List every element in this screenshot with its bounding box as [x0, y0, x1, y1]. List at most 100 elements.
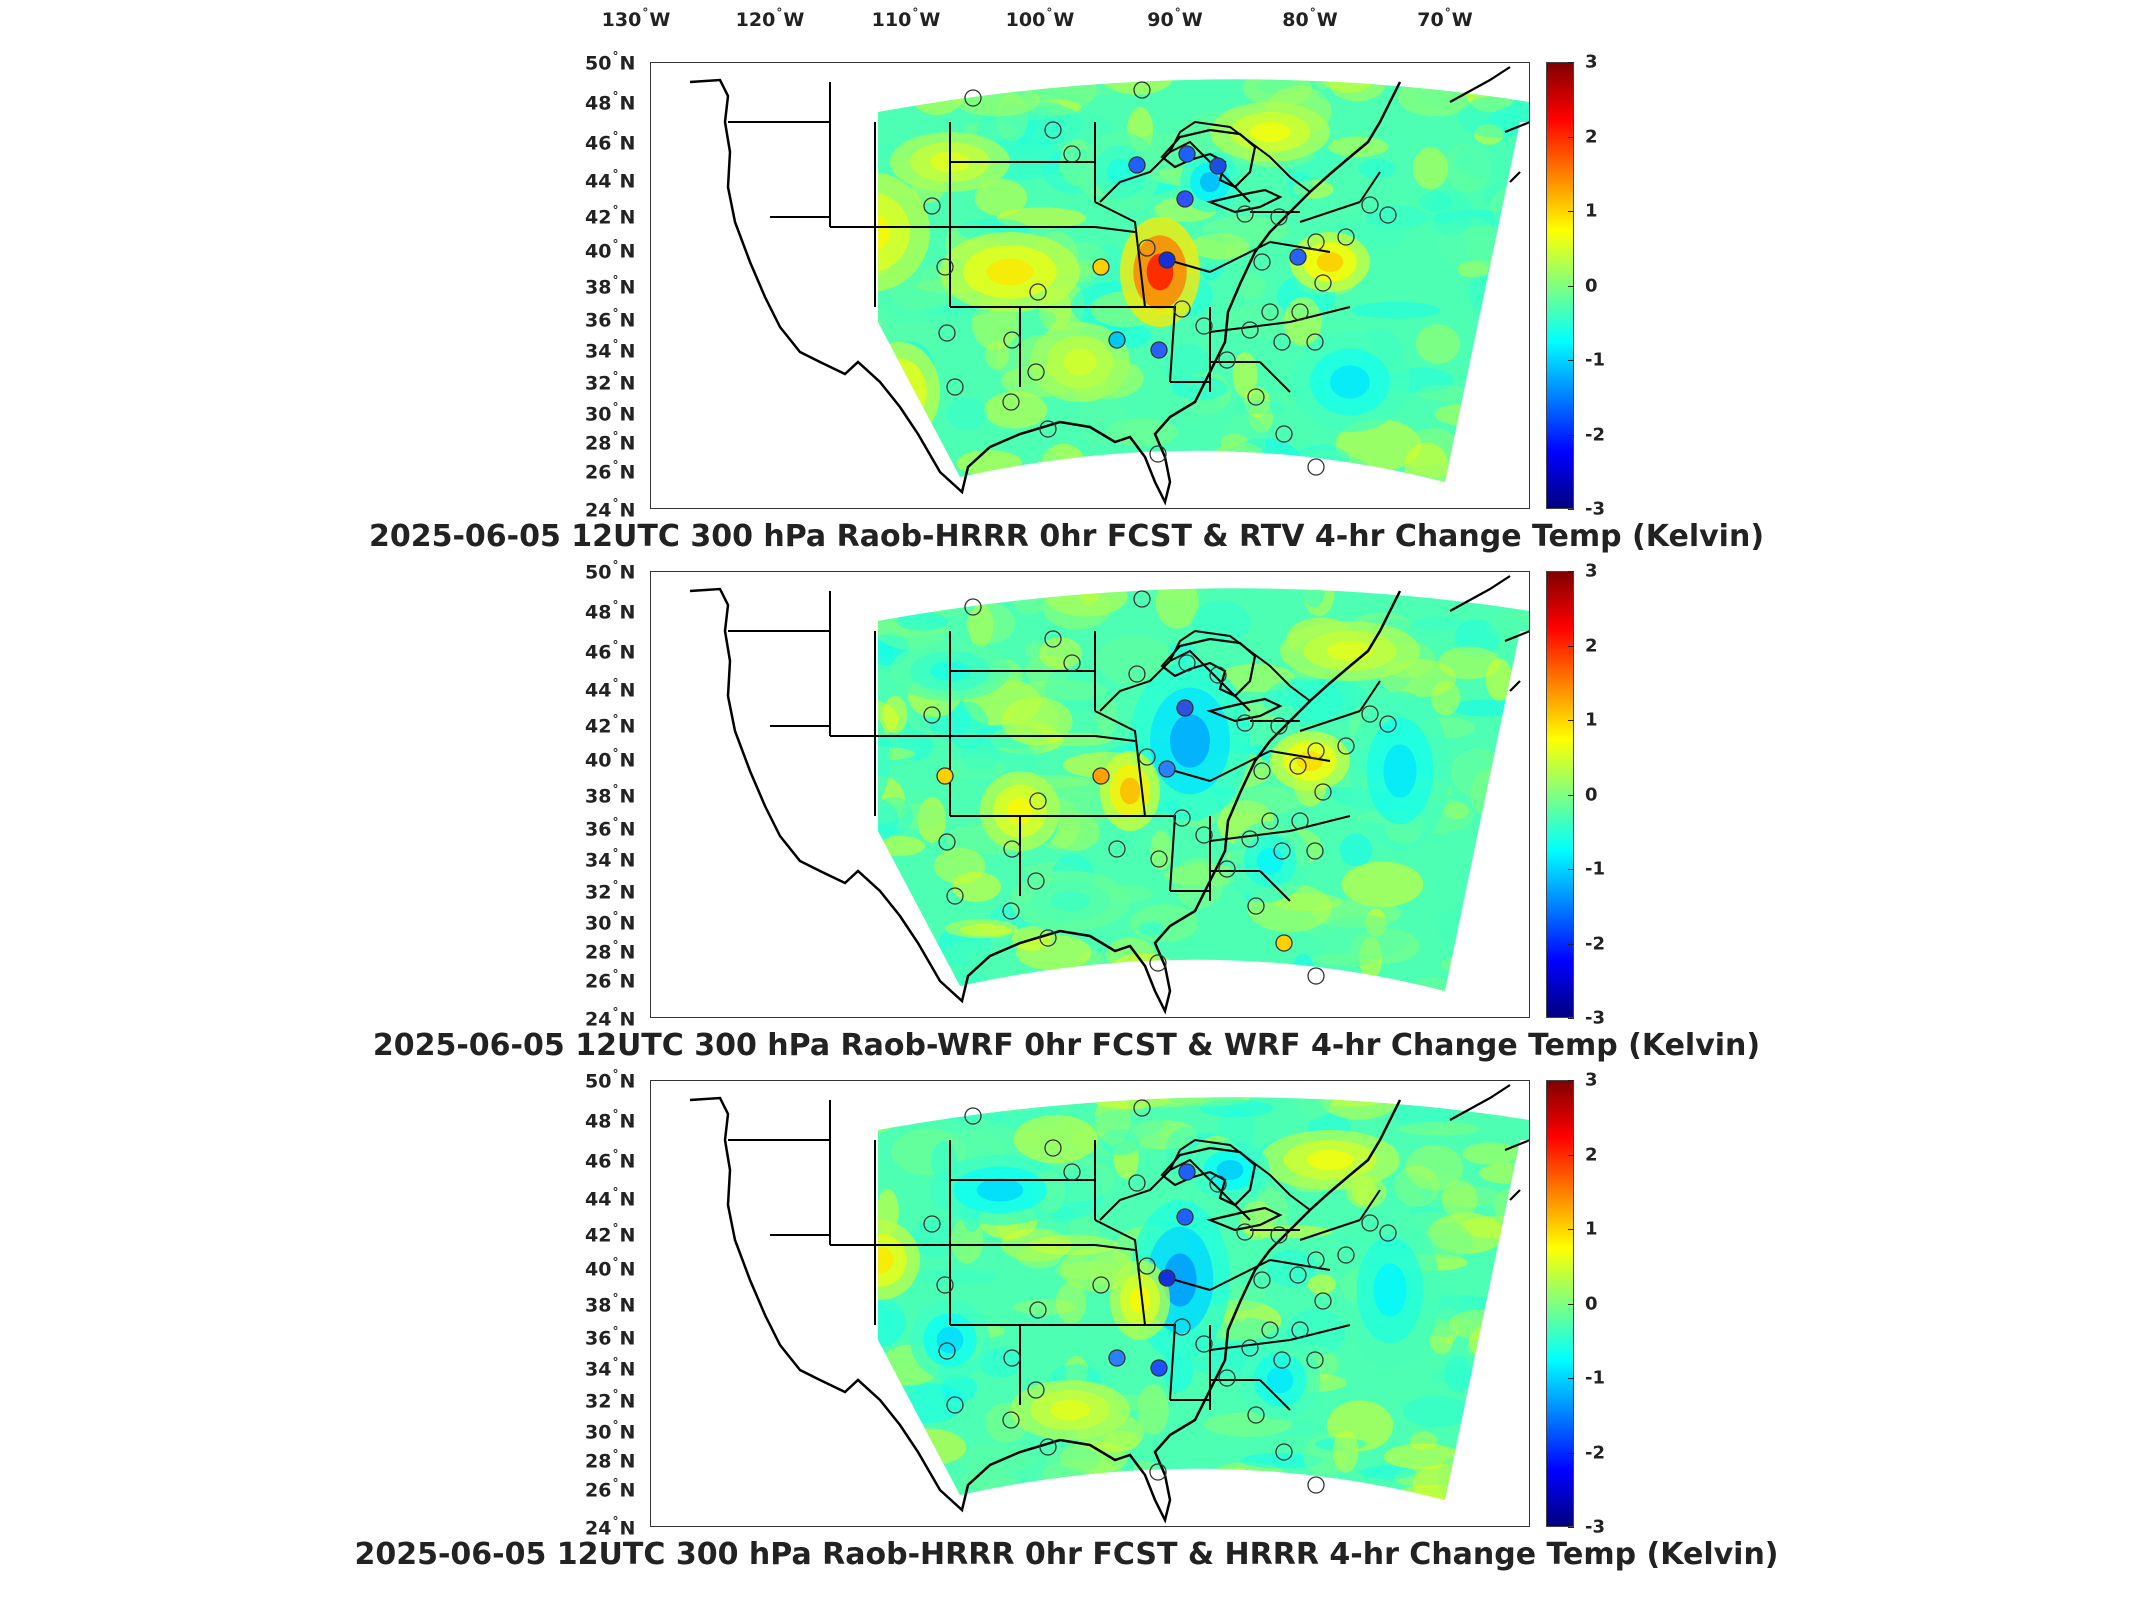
raob-station-marker [1236, 1223, 1254, 1241]
latitude-tick-label: 26°N [585, 458, 636, 484]
map-panel: 50°N 48°N 46°N 44°N 42°N 40°N 38°N 36°N 34°N 32°N… [0, 1068, 2133, 1590]
raob-station-marker [1092, 1276, 1110, 1294]
raob-station-marker [1063, 1163, 1081, 1181]
colorbar-tick-mark [1568, 509, 1574, 510]
colorbar-tick-label: -1 [1585, 1367, 1605, 1389]
raob-station-marker [1044, 630, 1062, 648]
raob-station-marker [1337, 1246, 1355, 1264]
raob-station-marker [1178, 145, 1196, 163]
raob-station-marker [1241, 830, 1259, 848]
longitude-axis-labels: 130°W 120°W 110°W 100°W 90°W 80°W 70°W [0, 6, 2133, 36]
longitude-tick-label: 70°W [1417, 6, 1473, 31]
colorbar-tick-mark [1568, 434, 1574, 436]
raob-station-marker [1289, 757, 1307, 775]
longitude-tick-label: 130°W [601, 6, 671, 31]
state-border [1259, 361, 1291, 393]
map-frame [650, 1080, 1530, 1527]
raob-station-marker [1029, 283, 1047, 301]
colorbar-tick-label: -3 [1585, 498, 1605, 520]
raob-station-marker [1108, 840, 1126, 858]
state-border [1269, 241, 1331, 253]
raob-station-marker [964, 1107, 982, 1125]
raob-station-marker [1176, 1208, 1194, 1226]
raob-station-marker [1273, 842, 1291, 860]
raob-station-marker [1261, 1321, 1279, 1339]
raob-station-marker [936, 258, 954, 276]
raob-station-marker [1270, 208, 1288, 226]
map-frame [650, 571, 1530, 1018]
latitude-tick-label: 32°N [585, 878, 636, 904]
canada-coast [1449, 66, 1530, 183]
latitude-tick-label: 46°N [585, 129, 636, 155]
state-border [1174, 1279, 1211, 1291]
raob-station-marker [1138, 1257, 1156, 1275]
raob-station-marker [1361, 1214, 1379, 1232]
latitude-tick-label: 50°N [585, 558, 636, 584]
raob-station-marker [1306, 842, 1324, 860]
raob-station-marker [1273, 1351, 1291, 1369]
state-border [1145, 815, 1177, 892]
raob-station-marker [1379, 1224, 1397, 1242]
raob-station-marker [1029, 792, 1047, 810]
raob-station-marker [923, 706, 941, 724]
colorbar-tick-mark [1568, 360, 1574, 361]
latitude-tick-label: 38°N [585, 782, 636, 807]
colorbar-tick-mark [1568, 1080, 1574, 1081]
raob-station-marker [1195, 826, 1213, 844]
colorbar-tick-label: 1 [1585, 709, 1598, 731]
raob-station-marker [1138, 239, 1156, 257]
temperature-change-field [878, 1097, 1530, 1500]
raob-station-marker [1108, 1349, 1126, 1367]
raob-station-marker [1236, 205, 1254, 223]
latitude-tick-label: 28°N [585, 938, 636, 964]
colorbar-tick-label: 3 [1585, 51, 1598, 73]
canada-coast [1449, 575, 1530, 692]
state-border [1299, 710, 1361, 732]
raob-station-marker [1314, 783, 1332, 801]
raob-station-marker [1039, 929, 1057, 947]
raob-station-marker [1027, 1381, 1045, 1399]
colorbar-tick-mark [1568, 1229, 1574, 1230]
state-border [1094, 735, 1136, 742]
raob-station-marker [1027, 872, 1045, 890]
colorbar-tick-label: 3 [1585, 560, 1598, 582]
raob-station-marker [1173, 1318, 1191, 1336]
raob-station-marker [1307, 967, 1325, 985]
raob-station-marker [1133, 590, 1151, 608]
raob-station-marker [1307, 233, 1325, 251]
panel-title: 2025-06-05 12UTC 300 hPa Raob-HRRR 0hr F… [368, 519, 1765, 554]
latitude-tick-label: 36°N [585, 815, 636, 841]
raob-station-marker [1150, 1359, 1168, 1377]
latitude-tick-label: 24°N [585, 496, 636, 522]
raob-station-marker [1275, 934, 1293, 952]
longitude-tick-label: 120°W [735, 6, 805, 31]
raob-station-marker [1291, 1321, 1309, 1339]
latitude-tick-label: 36°N [585, 1324, 636, 1350]
raob-station-marker [1002, 1411, 1020, 1429]
raob-station-marker [923, 197, 941, 215]
latitude-tick-label: 48°N [585, 89, 636, 115]
latitude-tick-label: 42°N [585, 712, 636, 738]
latitude-tick-label: 44°N [585, 676, 636, 702]
raob-station-marker [1307, 1476, 1325, 1494]
colorbar-tick-label: -3 [1585, 1516, 1605, 1538]
raob-station-marker [1002, 902, 1020, 920]
map-panel: 50°N 48°N 46°N 44°N 42°N 40°N 38°N 36°N 34°N 32°N… [0, 50, 2133, 572]
state-border [1209, 830, 1291, 842]
colorbar-tick-label: 2 [1585, 635, 1598, 656]
raob-station-marker [1307, 458, 1325, 476]
latitude-tick-label: 30°N [585, 909, 636, 935]
raob-station-marker [1108, 331, 1126, 349]
raob-station-marker [1063, 654, 1081, 672]
latitude-tick-label: 40°N [585, 237, 636, 263]
colorbar-tick-label: 2 [1585, 126, 1598, 147]
raob-station-marker [1379, 715, 1397, 733]
colorbar-tick-mark [1568, 1452, 1574, 1454]
raob-station-marker [1149, 1463, 1167, 1481]
raob-station-marker [1289, 248, 1307, 266]
raob-station-marker [1236, 714, 1254, 732]
latitude-tick-label: 32°N [585, 1387, 636, 1413]
colorbar-tick-label: 2 [1585, 1144, 1598, 1165]
raob-station-marker [1307, 742, 1325, 760]
raob-station-marker [1149, 445, 1167, 463]
